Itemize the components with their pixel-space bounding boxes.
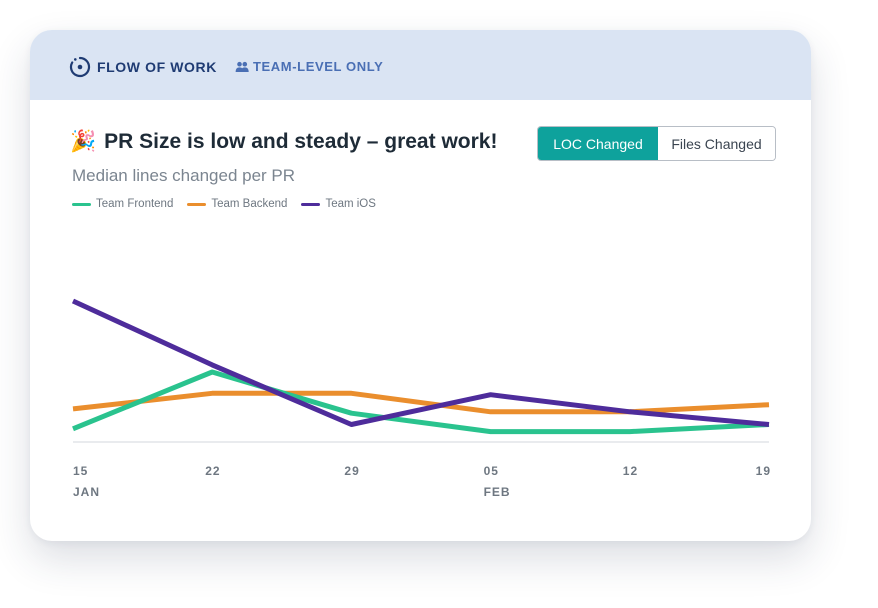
x-tick-label-month: JAN xyxy=(73,485,100,499)
x-tick-label-day: 12 xyxy=(623,464,638,478)
card-header: FLOW OF WORK TEAM-LEVEL ONLY xyxy=(30,30,811,100)
legend-label-ios: Team iOS xyxy=(325,198,376,210)
card-subtitle: Median lines changed per PR xyxy=(72,166,296,185)
flow-icon xyxy=(69,56,91,78)
pr-size-card: FLOW OF WORK TEAM-LEVEL ONLY 🎉 PR Size is… xyxy=(30,30,811,541)
legend-swatch-backend xyxy=(187,202,207,206)
title-text: PR Size is low and steady – great work! xyxy=(104,130,498,153)
x-tick-label-month: FEB xyxy=(484,485,511,499)
x-tick-label-day: 15 xyxy=(73,464,88,478)
legend-label-frontend: Team Frontend xyxy=(96,198,174,210)
legend-swatch-frontend xyxy=(72,202,91,206)
party-popper-icon: 🎉 xyxy=(70,130,97,153)
brand: FLOW OF WORK xyxy=(69,56,217,78)
series-line-ios xyxy=(71,298,770,427)
legend-label-backend: Team Backend xyxy=(211,198,288,210)
legend-item-backend: Team Backend xyxy=(187,198,287,210)
chart-legend: Team Frontend Team Backend Team iOS xyxy=(72,198,390,210)
x-tick-label-day: 19 xyxy=(756,464,771,478)
series-line-frontend xyxy=(72,369,770,435)
x-tick-label-day: 29 xyxy=(344,464,359,478)
card-title: 🎉 PR Size is low and steady – great work! xyxy=(70,130,497,154)
x-tick-label-day: 05 xyxy=(484,464,499,478)
team-level-badge: TEAM-LEVEL ONLY xyxy=(235,59,383,74)
people-icon xyxy=(235,61,249,72)
x-tick-label-day: 22 xyxy=(205,464,220,478)
metric-toggle: LOC Changed Files Changed xyxy=(537,126,776,161)
legend-item-frontend: Team Frontend xyxy=(72,198,173,210)
legend-swatch-ios xyxy=(301,202,321,206)
loc-changed-button[interactable]: LOC Changed xyxy=(538,127,658,160)
brand-name: FLOW OF WORK xyxy=(97,59,217,75)
files-changed-button[interactable]: Files Changed xyxy=(658,127,775,160)
legend-item-ios: Team iOS xyxy=(301,198,376,210)
series-line-backend xyxy=(72,390,770,415)
pr-size-line-chart: 15 JAN 22 29 05 FEB 12 19 xyxy=(71,298,771,499)
team-level-label: TEAM-LEVEL ONLY xyxy=(253,59,384,74)
